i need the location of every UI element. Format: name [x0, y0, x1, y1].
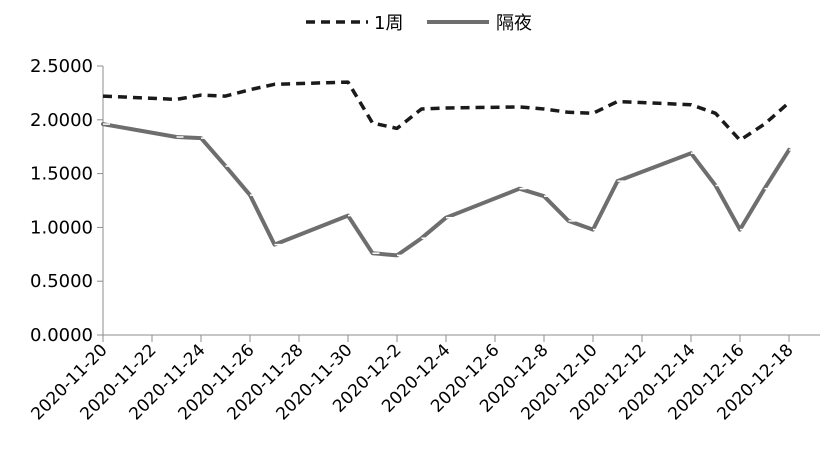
y-tick-label: 1.5000 — [30, 164, 93, 185]
y-axis: 0.0000 0.5000 1.0000 1.5000 2.0000 2.5000 — [30, 56, 104, 346]
series-layer — [101, 80, 796, 258]
x-axis: 2020-11-202020-11-222020-11-242020-11-26… — [28, 334, 820, 424]
y-tick-label: 0.5000 — [30, 271, 93, 292]
y-tick-label: 2.0000 — [30, 110, 93, 131]
series-line-1w — [102, 80, 791, 142]
y-tick-label: 0.0000 — [30, 325, 93, 346]
y-tick-label: 1.0000 — [30, 217, 93, 238]
legend-label-overnight: 隔夜 — [496, 13, 532, 34]
series-line-overnight — [101, 122, 791, 258]
legend-label-1w: 1周 — [374, 13, 403, 34]
y-tick-label: 2.5000 — [30, 56, 93, 77]
legend: 1周 隔夜 — [306, 13, 532, 34]
